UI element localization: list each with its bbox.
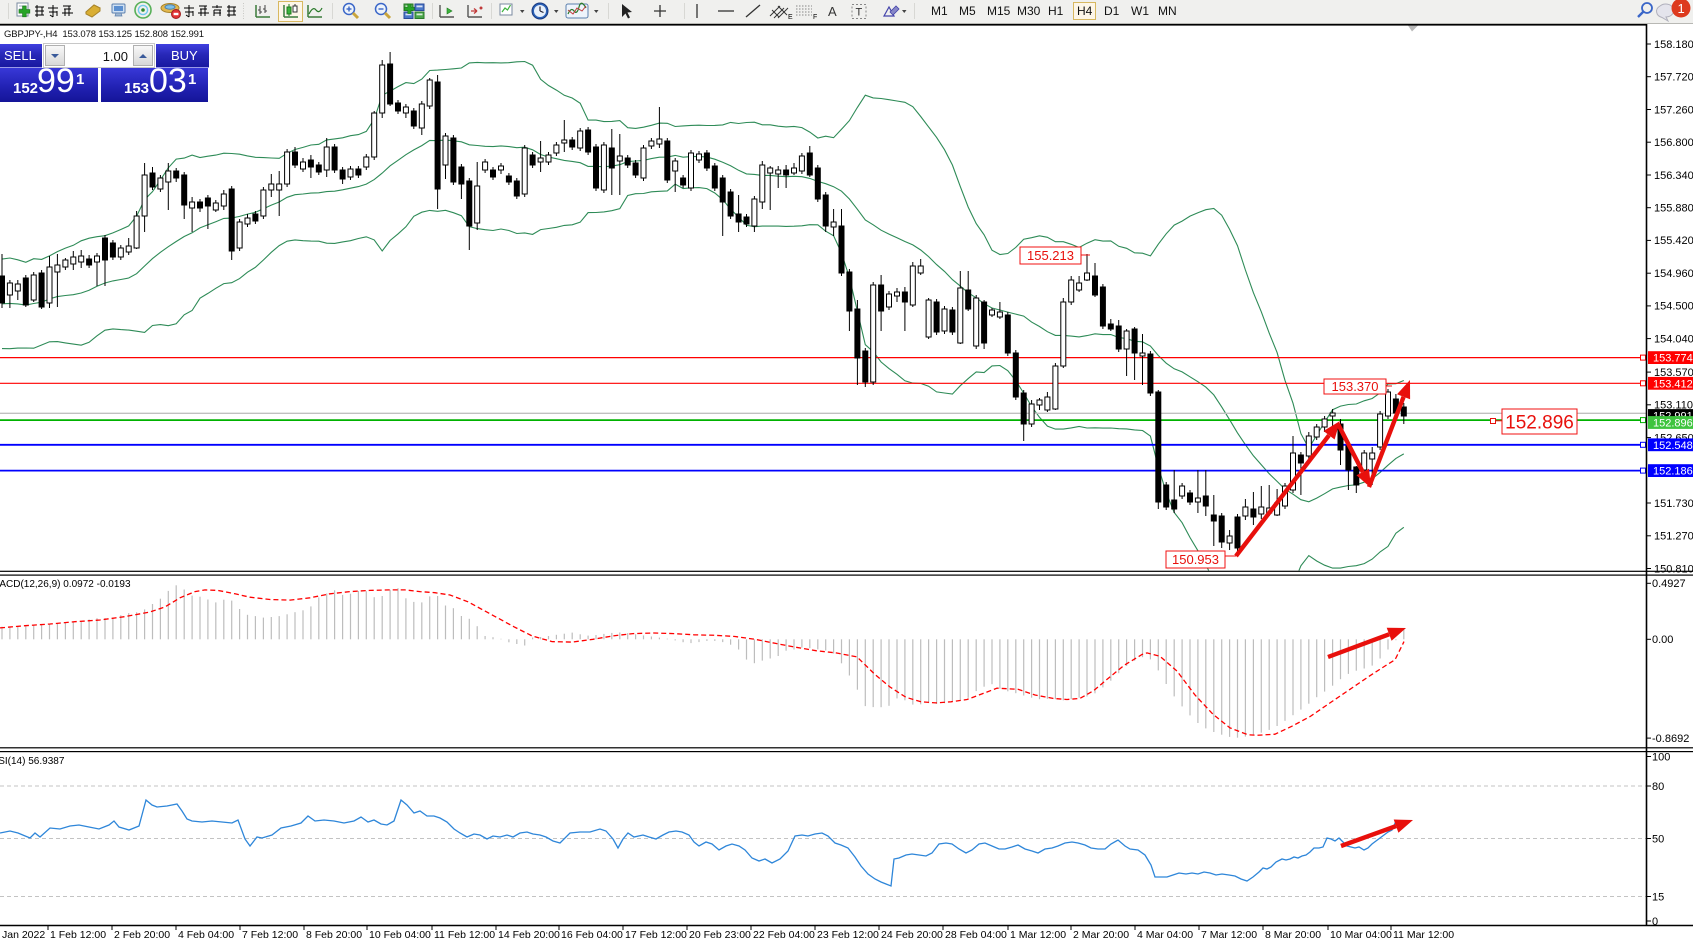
svg-text:8 Feb 20:00: 8 Feb 20:00: [306, 929, 362, 941]
svg-text:10 Feb 04:00: 10 Feb 04:00: [369, 929, 431, 941]
svg-text:157.720: 157.720: [1654, 72, 1693, 84]
svg-text:153.774: 153.774: [1653, 353, 1693, 365]
svg-text:14 Feb 20:00: 14 Feb 20:00: [498, 929, 560, 941]
svg-text:4 Mar 04:00: 4 Mar 04:00: [1137, 929, 1193, 941]
svg-text:F: F: [813, 14, 817, 21]
svg-text:A: A: [828, 4, 837, 19]
svg-text:152.548: 152.548: [1653, 440, 1693, 452]
svg-text:158.180: 158.180: [1654, 39, 1693, 51]
svg-text:157.260: 157.260: [1654, 104, 1693, 116]
svg-text:16 Feb 04:00: 16 Feb 04:00: [561, 929, 623, 941]
svg-text:150.953: 150.953: [1172, 552, 1219, 567]
svg-text:1: 1: [1678, 1, 1685, 16]
svg-text:MACD(12,26,9) 0.0972 -0.0193: MACD(12,26,9) 0.0972 -0.0193: [0, 579, 131, 590]
svg-text:11 Mar 12:00: 11 Mar 12:00: [1393, 929, 1454, 941]
svg-text:7 Feb 12:00: 7 Feb 12:00: [242, 929, 298, 941]
svg-text:155.880: 155.880: [1654, 203, 1693, 215]
svg-text:2 Mar 20:00: 2 Mar 20:00: [1073, 929, 1129, 941]
svg-text:2 Feb 20:00: 2 Feb 20:00: [114, 929, 170, 941]
svg-text:154.960: 154.960: [1654, 268, 1693, 280]
svg-text:28 Feb 04:00: 28 Feb 04:00: [945, 929, 1007, 941]
svg-text:0.4927: 0.4927: [1652, 578, 1686, 590]
svg-text:155.420: 155.420: [1654, 235, 1693, 247]
svg-text:T: T: [856, 7, 863, 19]
svg-text:151.270: 151.270: [1654, 531, 1693, 543]
svg-text:1 Mar 12:00: 1 Mar 12:00: [1010, 929, 1066, 941]
svg-text:4 Feb 04:00: 4 Feb 04:00: [178, 929, 234, 941]
svg-text:153.370: 153.370: [1332, 379, 1379, 394]
svg-text:80: 80: [1652, 781, 1664, 793]
svg-text:1 Feb 12:00: 1 Feb 12:00: [50, 929, 106, 941]
svg-text:24 Feb 20:00: 24 Feb 20:00: [881, 929, 943, 941]
svg-text:22 Feb 04:00: 22 Feb 04:00: [753, 929, 815, 941]
svg-text:150.810: 150.810: [1654, 563, 1693, 575]
svg-text:156.340: 156.340: [1654, 170, 1693, 182]
svg-text:11 Feb 12:00: 11 Feb 12:00: [434, 929, 495, 941]
svg-text:17 Feb 12:00: 17 Feb 12:00: [625, 929, 687, 941]
svg-text:154.500: 154.500: [1654, 301, 1693, 313]
svg-text:Jan 2022: Jan 2022: [2, 929, 45, 941]
svg-text:15: 15: [1652, 891, 1664, 903]
svg-text:152.896: 152.896: [1505, 412, 1574, 433]
svg-text:20 Feb 23:00: 20 Feb 23:00: [689, 929, 751, 941]
svg-text:155.213: 155.213: [1027, 248, 1074, 263]
svg-text:100: 100: [1652, 751, 1670, 763]
svg-text:153.110: 153.110: [1654, 400, 1693, 412]
svg-text:0: 0: [1652, 916, 1658, 928]
svg-text:154.040: 154.040: [1654, 333, 1693, 345]
svg-text:50: 50: [1652, 833, 1664, 845]
svg-text:0.00: 0.00: [1652, 634, 1673, 646]
svg-text:152.186: 152.186: [1653, 466, 1693, 478]
svg-text:153.570: 153.570: [1654, 367, 1693, 379]
svg-text:RSI(14) 56.9387: RSI(14) 56.9387: [0, 756, 65, 767]
svg-text:23 Feb 12:00: 23 Feb 12:00: [817, 929, 879, 941]
svg-text:10 Mar 04:00: 10 Mar 04:00: [1330, 929, 1392, 941]
svg-text:156.800: 156.800: [1654, 137, 1693, 149]
svg-text:8 Mar 20:00: 8 Mar 20:00: [1265, 929, 1321, 941]
svg-text:E: E: [788, 14, 793, 21]
svg-text:153.412: 153.412: [1653, 378, 1693, 390]
svg-text:-0.8692: -0.8692: [1652, 733, 1689, 745]
svg-text:152.896: 152.896: [1653, 418, 1693, 430]
svg-text:7 Mar 12:00: 7 Mar 12:00: [1201, 929, 1257, 941]
svg-text:151.730: 151.730: [1654, 498, 1693, 510]
